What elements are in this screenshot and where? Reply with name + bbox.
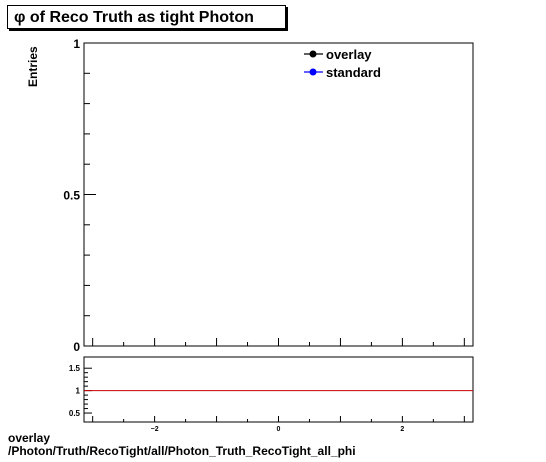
ratio-y-tick-label: 1 xyxy=(76,387,81,396)
main-y-tick-label: 0 xyxy=(73,340,80,354)
ratio-y-tick-label: 0.5 xyxy=(69,409,81,418)
main-y-axis: 00.51 xyxy=(63,37,96,354)
chart-title: φ of Reco Truth as tight Photon xyxy=(7,5,286,29)
ratio-x-axis: −2 0 2 xyxy=(92,416,465,433)
main-plot-frame xyxy=(83,42,474,347)
ratio-x-tick-label: −2 xyxy=(151,426,159,433)
legend-marker-standard xyxy=(309,68,317,76)
main-x-axis-ticks xyxy=(92,338,465,346)
legend-entry-standard: standard xyxy=(304,65,381,80)
ratio-x-tick-label: 0 xyxy=(277,426,281,433)
ratio-plot-frame xyxy=(83,356,474,423)
y-axis-title: Entries xyxy=(26,46,40,87)
main-y-tick-label: 1 xyxy=(73,37,80,51)
footer-line-1: overlay xyxy=(8,431,51,445)
footer-caption: overlay /Photon/Truth/RecoTight/all/Phot… xyxy=(8,432,356,458)
legend-label-standard: standard xyxy=(326,65,381,80)
ratio-y-tick-label: 1.5 xyxy=(69,364,81,373)
main-y-tick-label: 0.5 xyxy=(63,189,80,203)
legend: overlay standard xyxy=(304,47,381,80)
ratio-x-tick-label: 2 xyxy=(400,426,404,433)
legend-label-overlay: overlay xyxy=(326,47,372,62)
legend-entry-overlay: overlay xyxy=(304,47,372,62)
legend-marker-overlay xyxy=(309,50,317,58)
footer-line-2: /Photon/Truth/RecoTight/all/Photon_Truth… xyxy=(8,444,356,458)
